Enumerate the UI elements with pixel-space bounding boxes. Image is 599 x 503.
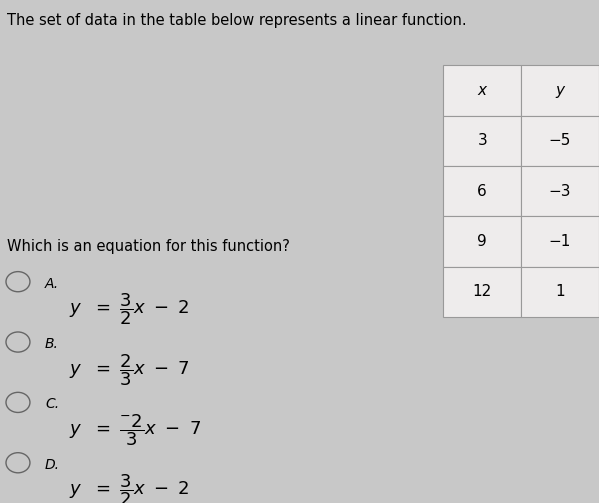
Bar — [443, 116, 521, 166]
Bar — [443, 216, 521, 267]
Text: y: y — [555, 83, 565, 98]
Text: −5: −5 — [549, 133, 571, 148]
Text: 1: 1 — [555, 284, 565, 299]
Text: B.: B. — [45, 337, 59, 351]
Text: 12: 12 — [473, 284, 492, 299]
Text: 6: 6 — [477, 184, 487, 199]
Text: $\mathit{y}\ \ =\ \dfrac{^{-}2}{3}\mathit{x}\ -\ 7$: $\mathit{y}\ \ =\ \dfrac{^{-}2}{3}\mathi… — [69, 412, 201, 448]
Text: −1: −1 — [549, 234, 571, 249]
Circle shape — [6, 453, 30, 473]
Text: $\mathit{y}\ \ =\ \dfrac{2}{3}\mathit{x}\ -\ 7$: $\mathit{y}\ \ =\ \dfrac{2}{3}\mathit{x}… — [69, 352, 190, 388]
Circle shape — [6, 392, 30, 412]
Circle shape — [6, 332, 30, 352]
Text: $\mathit{y}\ \ =\ \dfrac{3}{2}\mathit{x}\ -\ 2$: $\mathit{y}\ \ =\ \dfrac{3}{2}\mathit{x}… — [69, 473, 189, 503]
Text: x: x — [477, 83, 487, 98]
Bar — [521, 65, 599, 116]
Text: C.: C. — [45, 397, 59, 411]
Text: −3: −3 — [549, 184, 571, 199]
Bar — [443, 166, 521, 216]
Text: 9: 9 — [477, 234, 487, 249]
Bar — [521, 267, 599, 317]
Bar — [521, 216, 599, 267]
Circle shape — [6, 272, 30, 292]
Text: 3: 3 — [477, 133, 487, 148]
Bar — [521, 166, 599, 216]
Bar — [443, 65, 521, 116]
Bar — [443, 267, 521, 317]
Text: A.: A. — [45, 277, 59, 291]
Text: The set of data in the table below represents a linear function.: The set of data in the table below repre… — [7, 13, 467, 28]
Text: Which is an equation for this function?: Which is an equation for this function? — [7, 239, 290, 254]
Text: $\mathit{y}\ \ =\ \dfrac{3}{2}\mathit{x}\ -\ 2$: $\mathit{y}\ \ =\ \dfrac{3}{2}\mathit{x}… — [69, 292, 189, 327]
Text: D.: D. — [45, 458, 60, 472]
Bar — [521, 116, 599, 166]
